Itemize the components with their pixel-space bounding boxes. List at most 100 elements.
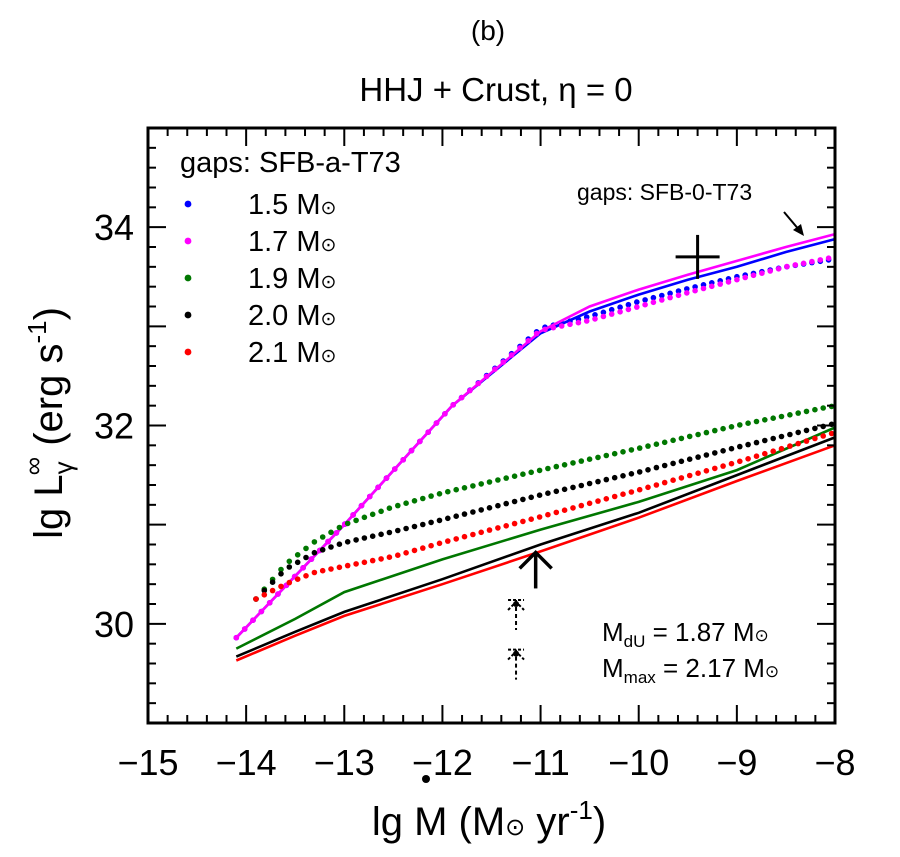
data-point-1-9-m	[428, 493, 434, 499]
data-point-2-0-m	[369, 533, 376, 539]
legend-marker	[184, 237, 192, 245]
data-point-1-7-m	[408, 447, 415, 454]
legend-title: gaps: SFB-a-T73	[180, 147, 401, 179]
data-point-1-7-m	[442, 411, 448, 417]
data-point-2-0-m	[428, 519, 434, 526]
data-point-2-1-m	[536, 514, 543, 520]
data-point-2-1-m	[828, 430, 835, 437]
data-point-2-1-m	[336, 564, 343, 571]
legend: gaps: SFB-a-T73 1.5 M⊙ 1.7 M⊙ 1.9 M⊙ 2.0 M⊙…	[180, 147, 401, 369]
data-point-1-7-m	[659, 297, 665, 303]
data-point-1-7-m	[592, 316, 598, 322]
data-point-2-1-m	[511, 520, 518, 527]
data-point-2-0-m	[611, 474, 618, 481]
data-point-1-9-m	[820, 405, 826, 411]
data-point-1-7-m	[734, 276, 740, 283]
data-point-1-7-m	[608, 311, 615, 317]
data-point-2-0-m	[420, 521, 426, 528]
data-point-1-7-m	[308, 556, 315, 562]
data-point-1-7-m	[759, 270, 765, 277]
data-point-1-7-m	[433, 420, 440, 426]
data-point-2-1-m	[812, 435, 818, 442]
data-point-1-9-m	[545, 465, 551, 472]
data-point-1-9-m	[411, 498, 418, 504]
data-point-2-0-m	[436, 517, 443, 524]
data-point-1-7-m	[417, 438, 423, 445]
data-point-2-0-m	[695, 454, 701, 460]
data-point-1-7-m	[233, 634, 240, 641]
data-point-1-7-m	[467, 387, 473, 394]
data-point-2-1-m	[495, 525, 501, 531]
data-point-1-7-m	[450, 402, 457, 408]
data-point-1-9-m	[436, 491, 443, 497]
legend-marker	[184, 200, 192, 208]
x-tick-labels: −15 −14 −13 −12 −11 −10 −9 −8	[117, 742, 855, 783]
data-point-1-9-m	[420, 495, 426, 502]
data-point-1-7-m	[817, 257, 824, 263]
data-point-2-0-m	[520, 496, 526, 503]
data-point-1-5-m	[684, 286, 690, 292]
data-point-1-7-m	[400, 457, 407, 463]
axis-ticks	[147, 127, 836, 724]
data-point-1-9-m	[787, 412, 793, 418]
data-point-2-0-m	[570, 484, 576, 491]
data-point-1-9-m	[470, 483, 476, 489]
data-point-2-0-m	[703, 452, 710, 458]
data-point-1-7-m	[625, 306, 632, 313]
data-point-1-9-m	[686, 433, 693, 440]
data-point-1-5-m	[634, 299, 640, 305]
data-point-1-7-m	[558, 323, 565, 329]
data-point-1-9-m	[461, 485, 468, 491]
dashed-upper-limit-lower	[507, 648, 525, 680]
data-point-2-1-m	[695, 470, 701, 477]
data-point-2-0-m	[311, 549, 318, 556]
data-point-2-0-m	[361, 535, 368, 541]
data-point-2-0-m	[762, 437, 768, 444]
data-point-1-5-m	[592, 312, 598, 318]
data-point-1-7-m	[650, 299, 657, 306]
data-point-1-7-m	[483, 373, 490, 380]
data-point-1-9-m	[528, 469, 534, 476]
data-point-1-9-m	[720, 425, 726, 432]
data-point-2-0-m	[395, 527, 401, 534]
data-point-2-1-m	[712, 465, 718, 472]
data-point-1-9-m	[311, 539, 318, 545]
data-point-1-7-m	[692, 287, 698, 294]
data-point-2-0-m	[628, 471, 635, 477]
data-point-1-7-m	[475, 380, 482, 387]
legend-label: 1.5 M⊙	[248, 189, 336, 221]
observation-markers	[507, 234, 720, 680]
data-point-2-1-m	[453, 536, 460, 542]
data-point-1-9-m	[578, 458, 585, 464]
data-point-1-5-m	[667, 290, 673, 297]
data-point-2-1-m	[261, 592, 268, 598]
data-point-1-9-m	[620, 449, 626, 455]
x-axis-label-mdot	[422, 775, 430, 783]
y-tick-label: 34	[94, 207, 134, 248]
data-point-1-9-m	[520, 471, 526, 478]
data-point-1-7-m	[583, 318, 590, 324]
data-point-1-7-m	[700, 285, 707, 292]
data-point-1-9-m	[328, 529, 334, 536]
legend-label: 1.7 M⊙	[248, 226, 336, 258]
data-point-1-7-m	[266, 600, 273, 606]
data-point-2-1-m	[703, 468, 710, 474]
data-point-2-0-m	[787, 431, 793, 438]
data-point-2-0-m	[670, 460, 676, 467]
data-point-2-0-m	[336, 541, 343, 547]
data-point-2-0-m	[561, 486, 568, 493]
data-point-1-9-m	[645, 443, 651, 449]
legend-entries: 1.5 M⊙ 1.7 M⊙ 1.9 M⊙ 2.0 M⊙ 2.1 M⊙	[184, 189, 336, 369]
data-point-2-0-m	[728, 445, 735, 452]
panel-label: (b)	[471, 15, 505, 46]
data-point-2-1-m	[620, 491, 626, 498]
data-point-1-7-m	[241, 626, 248, 632]
data-point-1-7-m	[383, 475, 390, 481]
data-point-1-7-m	[550, 324, 557, 331]
x-tick-label: −14	[216, 742, 277, 783]
data-point-1-7-m	[542, 326, 548, 333]
data-point-2-1-m	[628, 489, 635, 495]
x-tick-label: −13	[314, 742, 375, 783]
data-point-2-0-m	[261, 587, 268, 594]
data-point-1-9-m	[762, 417, 768, 423]
